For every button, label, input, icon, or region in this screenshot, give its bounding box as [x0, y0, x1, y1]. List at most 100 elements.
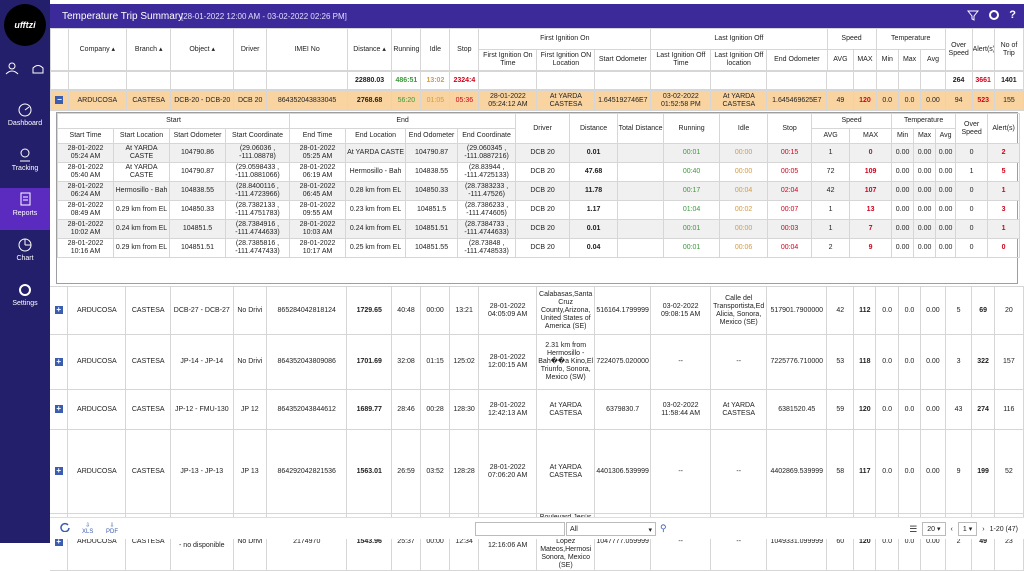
trip-cell: 0.01	[569, 219, 619, 239]
sub-col-0: Start Time	[57, 128, 114, 144]
collapse-button[interactable]: −	[50, 90, 69, 111]
col-total-distance: Total Distance	[617, 113, 665, 144]
search-input[interactable]	[475, 522, 565, 536]
group-speed: Speed	[811, 113, 893, 129]
sort-company[interactable]: Company ▴	[67, 28, 127, 71]
sort-object[interactable]: Object ▴	[170, 28, 234, 71]
trip-cell: 7	[849, 219, 893, 239]
cell-tmax: 0.0	[898, 389, 922, 430]
sidebar-item-settings[interactable]: Settings	[0, 278, 50, 320]
cell-first_time: 28-01-2022 05:24:12 AM	[478, 90, 538, 111]
col-alerts: Alert(s)	[971, 28, 995, 71]
trip-cell: DCB 20	[515, 200, 571, 220]
cell-trips: 20	[994, 286, 1024, 335]
cell-max: 120	[853, 90, 877, 111]
cell-trips: 52	[994, 429, 1024, 514]
sort-distance[interactable]: Distance ▴	[346, 28, 393, 71]
cell-last_time: 03-02-2022 01:52:58 PM	[650, 90, 712, 111]
col-start-odometer: Start Odometer	[594, 49, 652, 71]
sidebar-item-chart[interactable]: Chart	[0, 233, 50, 275]
cell-tmax: 0.0	[898, 429, 922, 514]
refresh-icon[interactable]	[60, 522, 70, 534]
trip-cell: 0.00	[935, 200, 957, 220]
total-idle: 13:02	[420, 71, 451, 90]
trip-cell	[617, 143, 665, 163]
trip-cell: (29.060345 , -111.0887216)	[457, 143, 517, 163]
cell-alerts: 274	[971, 389, 995, 430]
cell-object: JP-14 - JP-14	[170, 334, 234, 390]
search-icon[interactable]: ⚲	[660, 523, 667, 533]
trip-cell: (28.73848 , -111.4748533)	[457, 238, 517, 258]
trip-cell: 3	[987, 200, 1021, 220]
cell-branch: CASTESA	[125, 429, 172, 514]
cell-alerts: 199	[971, 429, 995, 514]
sidebar-item-tracking[interactable]: Tracking	[0, 143, 50, 185]
filter-icon[interactable]	[967, 9, 980, 21]
sidebar-item-label: Reports	[12, 210, 38, 217]
trip-cell: 00:03	[767, 219, 813, 239]
trip-cell: 0.00	[913, 143, 937, 163]
cell-tavg: 0.00	[920, 286, 946, 335]
expand-button[interactable]: +	[50, 286, 69, 335]
help-icon[interactable]: ?	[1009, 9, 1016, 21]
user-icon[interactable]	[0, 62, 50, 78]
trip-cell: 0.00	[935, 219, 957, 239]
filter-select[interactable]: All ▾	[566, 522, 656, 536]
cell-idle: 00:28	[420, 389, 451, 430]
trip-cell: 00:02	[719, 200, 769, 220]
trip-cell: (29.06036 , -111.08878)	[224, 143, 291, 163]
col-stop: Stop	[449, 28, 480, 71]
sidebar-item-label: Chart	[16, 255, 34, 262]
cell-distance: 1563.01	[346, 429, 393, 514]
cell-over: 3	[945, 334, 973, 390]
trip-cell: 0.00	[935, 143, 957, 163]
trip-cell: 0.28 km from EL	[345, 181, 407, 201]
trip-cell: 0.00	[891, 219, 915, 239]
reports-icon	[20, 192, 31, 206]
trip-cell: 107	[849, 181, 893, 201]
cell-last_time: 03-02-2022 09:08:15 AM	[650, 286, 712, 335]
page-number-select[interactable]: 1 ▾	[957, 522, 978, 536]
table-row[interactable]: + ARDUCOSA CASTESA DCB-27 - DCB-27 No Drivi 8…	[50, 286, 1024, 335]
sub-col-18: Avg	[935, 128, 957, 144]
export-pdf-button[interactable]: ⇩ PDF	[106, 523, 118, 535]
table-row[interactable]: − ARDUCOSA CASTESA DCB-20 - DCB-20 DCB 20 864…	[50, 90, 1024, 111]
cell-end_odo: 7225776.710000	[766, 334, 828, 390]
trip-cell: DCB 20	[515, 238, 571, 258]
cell-idle: 01:05	[420, 90, 451, 111]
gear-icon[interactable]	[988, 9, 1000, 21]
next-page-button[interactable]: ›	[982, 525, 985, 533]
sort-branch[interactable]: Branch ▴	[125, 28, 172, 71]
expand-button[interactable]: +	[50, 389, 69, 430]
cell-last_loc: --	[710, 429, 768, 514]
expand-button[interactable]: +	[50, 334, 69, 390]
table-row[interactable]: + ARDUCOSA CASTESA JP-14 - JP-14 No Drivi 864…	[50, 334, 1024, 390]
list-icon: ☰	[909, 523, 918, 534]
cell-start_odo: 6379830.7	[594, 389, 652, 430]
sidebar-item-reports[interactable]: Reports	[0, 188, 50, 230]
expand-button[interactable]: +	[50, 429, 69, 514]
export-xls-button[interactable]: ⇩ XLS	[82, 523, 94, 535]
trip-cell: 104790.86	[169, 143, 226, 163]
table-row[interactable]: + ARDUCOSA CASTESA JP-13 - JP-13 JP 13 864292…	[50, 429, 1024, 514]
sidebar-item-dashboard[interactable]: Dashboard	[0, 98, 50, 140]
total-running: 486:51	[391, 71, 422, 90]
prev-page-button[interactable]: ‹	[950, 525, 953, 533]
trip-cell: 104850.33	[405, 181, 459, 201]
table-row[interactable]: + ARDUCOSA CASTESA JP-12 - FMU-130 JP 12 8643…	[50, 389, 1024, 430]
trip-cell: 01:04	[663, 200, 721, 220]
cell-end_odo: 4402869.539999	[766, 429, 828, 514]
expanded-row[interactable]: − ARDUCOSA CASTESA DCB-20 - DCB-20 DCB 20 864…	[50, 90, 1024, 111]
cell-stop: 125:02	[449, 334, 480, 390]
col-idle: Idle	[420, 28, 451, 71]
page-size-select[interactable]: 20 ▾	[922, 522, 946, 536]
trip-cell	[617, 162, 665, 182]
trip-cell: 02:04	[767, 181, 813, 201]
trip-cell: 1	[987, 181, 1021, 201]
cell-first_loc: At YARDA CASTESA	[536, 90, 596, 111]
col-speed-avg: AVG	[826, 49, 855, 71]
cell-avg: 42	[826, 286, 855, 335]
cell-trips: 157	[994, 334, 1024, 390]
col-alerts: Alert(s)	[987, 113, 1021, 144]
col-trips: No of Trip	[993, 28, 1024, 71]
